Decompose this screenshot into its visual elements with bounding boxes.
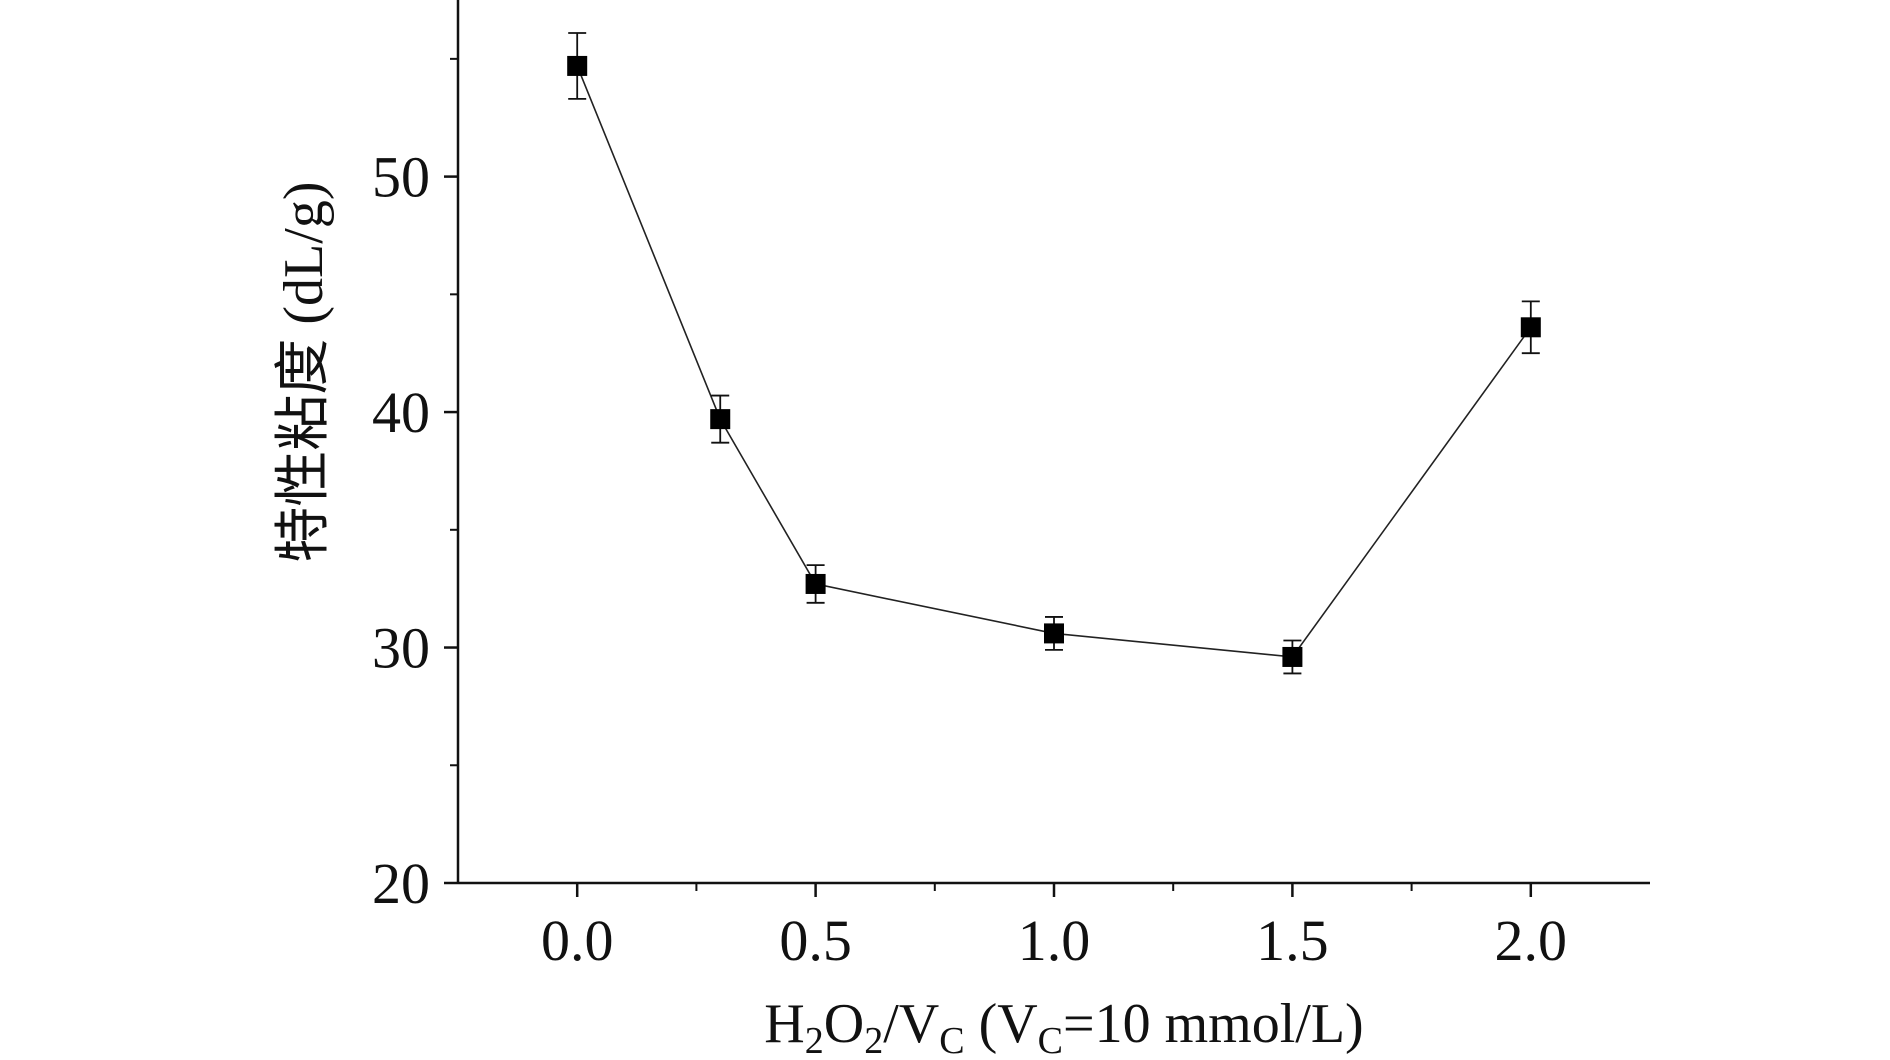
y-tick-label: 50 bbox=[372, 145, 430, 210]
y-tick-label: 20 bbox=[372, 851, 430, 916]
x-tick-label: 1.0 bbox=[1018, 908, 1091, 973]
x-tick-label: 1.5 bbox=[1256, 908, 1329, 973]
data-point bbox=[567, 55, 588, 76]
x-tick-label: 0.0 bbox=[541, 908, 614, 973]
y-tick-label: 30 bbox=[372, 616, 430, 681]
data-series bbox=[567, 32, 1541, 675]
x-axis-title: H2O2/VC (VC=10 mmol/L) bbox=[764, 993, 1363, 1060]
axis-titles: H2O2/VC (VC=10 mmol/L) 特性粘度 (dL/g) bbox=[273, 182, 1364, 1060]
data-point bbox=[1520, 317, 1541, 338]
data-point bbox=[1044, 623, 1064, 644]
axes bbox=[456, 0, 1650, 885]
series-line bbox=[576, 65, 1532, 658]
y-tick-label: 40 bbox=[372, 380, 430, 445]
data-point bbox=[805, 573, 826, 594]
axis-ticks bbox=[444, 57, 1533, 897]
data-point bbox=[1282, 646, 1303, 667]
x-tick-label: 2.0 bbox=[1495, 908, 1568, 973]
y-axis-title: 特性粘度 (dL/g) bbox=[273, 182, 335, 563]
data-point bbox=[710, 409, 731, 430]
x-tick-label: 0.5 bbox=[779, 908, 852, 973]
axis-tick-labels: 20 30 40 50 0.0 0.5 1.0 1.5 2.0 bbox=[372, 145, 1567, 973]
